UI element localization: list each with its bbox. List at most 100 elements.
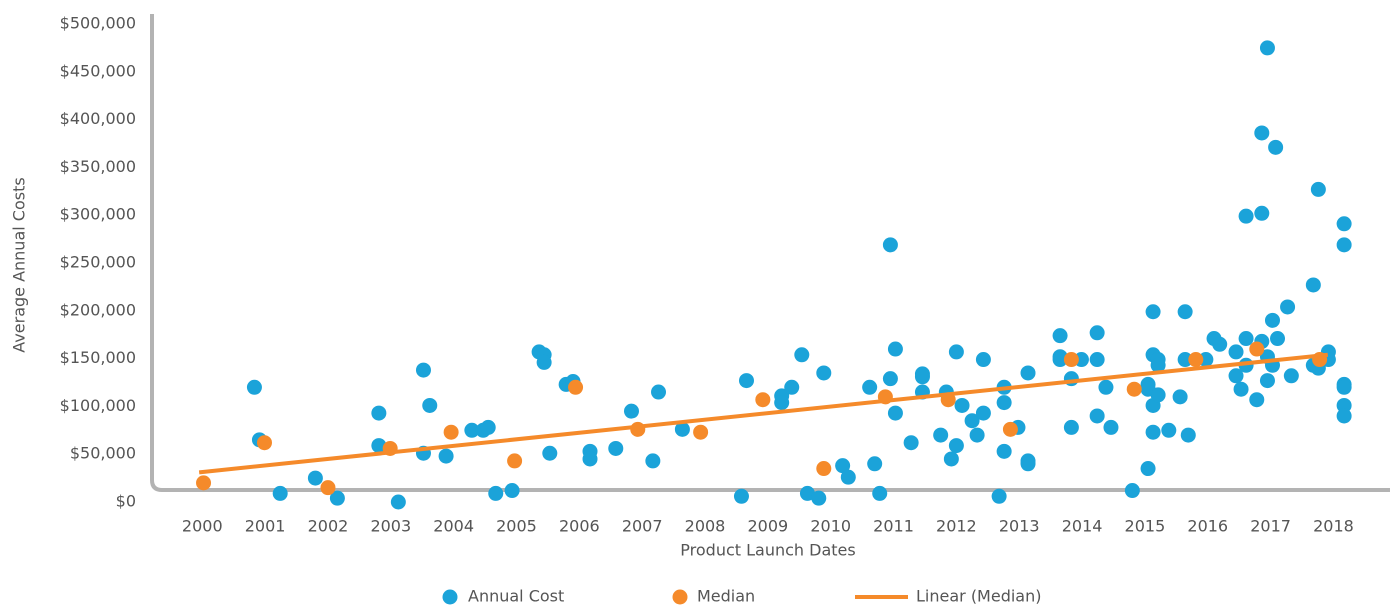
point	[1270, 331, 1286, 347]
y-tick-label: $500,000	[60, 14, 136, 33]
point	[1124, 483, 1140, 499]
point	[1336, 237, 1352, 253]
point	[933, 427, 949, 443]
point	[1089, 408, 1105, 424]
point	[1140, 461, 1156, 477]
point	[1259, 40, 1275, 56]
point	[1089, 352, 1105, 368]
point	[1089, 325, 1105, 341]
point	[1180, 427, 1196, 443]
y-tick-label: $150,000	[60, 348, 136, 367]
point	[443, 424, 459, 440]
y-tick-label: $400,000	[60, 109, 136, 128]
point	[1145, 304, 1161, 320]
point	[1228, 368, 1244, 384]
point	[1336, 408, 1352, 424]
point	[996, 395, 1012, 411]
point	[307, 470, 323, 486]
point	[371, 438, 387, 454]
point	[840, 469, 856, 485]
x-tick-label: 2006	[559, 517, 600, 536]
point	[811, 490, 827, 506]
point	[1254, 125, 1270, 141]
point	[887, 405, 903, 421]
point	[582, 451, 598, 467]
point	[1161, 422, 1177, 438]
point	[464, 422, 480, 438]
legend-marker	[442, 589, 458, 605]
point	[1052, 328, 1068, 344]
point	[1063, 419, 1079, 435]
point	[1305, 277, 1321, 293]
point	[1212, 336, 1228, 352]
point	[651, 384, 667, 400]
legend-marker	[672, 589, 688, 605]
point	[536, 354, 552, 370]
x-tick-label: 2018	[1313, 517, 1354, 536]
x-tick-label: 2000	[182, 517, 223, 536]
point	[914, 369, 930, 385]
point	[1177, 352, 1193, 368]
point	[1172, 389, 1188, 405]
point	[799, 485, 815, 501]
point	[422, 397, 438, 413]
point	[507, 453, 523, 469]
axis-line	[150, 14, 1390, 492]
point	[1238, 331, 1254, 347]
y-axis-title: Average Annual Costs	[10, 177, 29, 352]
point	[1336, 397, 1352, 413]
point	[1283, 368, 1299, 384]
point	[1233, 381, 1249, 397]
point	[1150, 387, 1166, 403]
x-tick-label: 2004	[433, 517, 474, 536]
point	[991, 488, 1007, 504]
point	[964, 413, 980, 429]
point	[1098, 379, 1114, 395]
point	[733, 488, 749, 504]
x-tick-label: 2009	[747, 517, 788, 536]
point	[774, 395, 790, 411]
point	[816, 365, 832, 381]
point	[1310, 181, 1326, 197]
y-tick-label: $100,000	[60, 396, 136, 415]
y-tick-label: $300,000	[60, 205, 136, 224]
point	[256, 435, 272, 451]
y-tick-label: $200,000	[60, 300, 136, 319]
point	[1188, 352, 1204, 368]
x-tick-label: 2011	[873, 517, 914, 536]
point	[943, 451, 959, 467]
point	[1150, 357, 1166, 373]
point	[1063, 352, 1079, 368]
x-tick-label: 2014	[1062, 517, 1103, 536]
x-tick-label: 2013	[999, 517, 1040, 536]
point	[882, 237, 898, 253]
y-tick-label: $50,000	[70, 444, 136, 463]
point	[1103, 419, 1119, 435]
point	[504, 483, 520, 499]
point	[329, 490, 345, 506]
point	[835, 458, 851, 474]
x-tick-label: 2001	[245, 517, 286, 536]
point	[948, 344, 964, 360]
x-tick-label: 2002	[308, 517, 349, 536]
point	[1002, 421, 1018, 437]
point	[975, 405, 991, 421]
point	[867, 456, 883, 472]
point	[630, 421, 646, 437]
point	[862, 379, 878, 395]
point	[948, 438, 964, 454]
point	[882, 371, 898, 387]
point	[438, 448, 454, 464]
point	[1259, 373, 1275, 389]
y-tick-label: $250,000	[60, 253, 136, 272]
point	[1264, 312, 1280, 328]
point	[1280, 299, 1296, 315]
point	[415, 362, 431, 378]
point	[738, 373, 754, 389]
point	[1336, 216, 1352, 232]
point	[1126, 381, 1142, 397]
legend-label: Linear (Median)	[916, 587, 1042, 606]
y-tick-label: $350,000	[60, 157, 136, 176]
point	[371, 405, 387, 421]
